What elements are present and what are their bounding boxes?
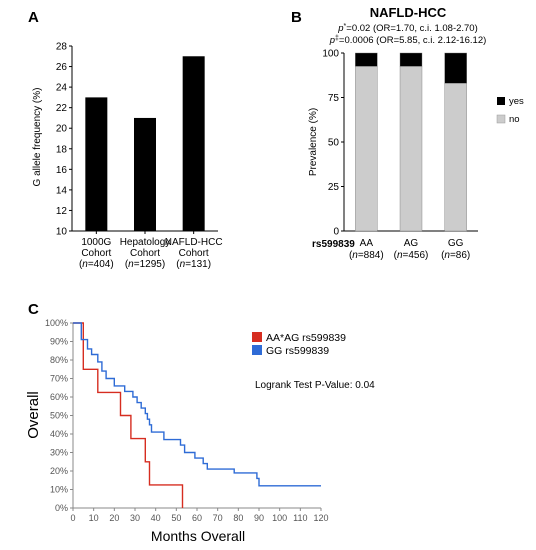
panel-a-y-tick-label: 12 bbox=[56, 206, 68, 217]
panel-a-bar bbox=[85, 97, 108, 231]
panel-b-x-label-n: (n=86) bbox=[441, 250, 470, 261]
panel-c-x-tick-label: 70 bbox=[213, 513, 223, 523]
panel-c-axes: 0% 10% 20% 30% 40% 50% 60% 70% 80% 90% 100% 0 10 20 30… bbox=[45, 318, 329, 523]
panel-c-x-tick-label: 110 bbox=[293, 513, 307, 523]
panel-b-bar-segment-yes bbox=[355, 52, 378, 67]
panel-b-bar-segment-yes bbox=[399, 52, 423, 67]
panel-c-x-tick-label: 20 bbox=[109, 513, 119, 523]
panel-a-bar bbox=[134, 117, 156, 231]
panel-b-title: NAFLD-HCC bbox=[370, 5, 447, 20]
panel-c-x-tick-label: 100 bbox=[272, 513, 287, 523]
panel-a-x-label-n: (n=131) bbox=[176, 259, 211, 270]
panel-b-x-label: AG bbox=[404, 238, 419, 249]
panel-a-y-tick-label: 28 bbox=[56, 42, 68, 53]
legend-label-aa-ag: AA*AG rs599839 bbox=[266, 332, 346, 344]
panel-a-y-tick-label: 14 bbox=[56, 185, 68, 196]
panel-a-x-label-n: (n=404) bbox=[79, 259, 114, 270]
panel-b-x-label: AA bbox=[360, 238, 374, 249]
panel-c-y-tick-label: 60% bbox=[50, 392, 68, 402]
logrank-annotation: Logrank Test P-Value: 0.04 bbox=[255, 380, 375, 391]
panel-c-y-tick-label: 70% bbox=[50, 374, 68, 384]
panel-a-y-tick-label: 24 bbox=[56, 83, 68, 94]
panel-b-x-label-n: (n=456) bbox=[394, 250, 429, 261]
panel-c-y-tick-label: 30% bbox=[50, 448, 68, 458]
panel-c-survival-curve: Overall Months Overall 0% 10% 20% 30% 40% 50%… bbox=[25, 318, 375, 544]
panel-c-x-tick-label: 90 bbox=[254, 513, 264, 523]
panel-b-x-label: GG bbox=[448, 238, 464, 249]
panel-c-x-tick-label: 10 bbox=[89, 513, 99, 523]
panel-c-y-tick-label: 0% bbox=[55, 503, 68, 513]
panel-b-y-tick-label: 75 bbox=[328, 93, 340, 104]
panel-a-y-tick-label: 20 bbox=[56, 124, 68, 135]
panel-c-x-tick-label: 120 bbox=[313, 513, 328, 523]
panel-b-subtitle-1: p*=0.02 (OR=1.70, c.i. 1.08-2.70) bbox=[337, 23, 478, 34]
panel-c-y-tick-label: 20% bbox=[50, 466, 68, 476]
panel-a-x-label-line2: Cohort bbox=[179, 248, 209, 259]
panel-c-x-tick-label: 50 bbox=[171, 513, 181, 523]
panel-b-ylabel: Prevalence (%) bbox=[308, 108, 319, 176]
panel-c-y-tick-label: 40% bbox=[50, 429, 68, 439]
panel-a-bars bbox=[85, 56, 205, 232]
panel-b-bar-segment-no bbox=[444, 83, 467, 232]
panel-c-x-tick-label: 60 bbox=[192, 513, 202, 523]
panel-a-y-tick-label: 16 bbox=[56, 165, 68, 176]
panel-a-x-label-n: (n=1295) bbox=[125, 259, 165, 270]
panel-c-x-tick-label: 0 bbox=[70, 513, 75, 523]
panel-b-subtitle-2: p‡=0.0006 (OR=5.85, c.i. 2.12-16.12) bbox=[329, 35, 487, 46]
panel-b-legend: yes no bbox=[496, 96, 524, 125]
panel-a-ylabel: G allele frequency (%) bbox=[32, 88, 43, 187]
panel-b-y-tick-label: 0 bbox=[333, 227, 339, 238]
panel-c-y-tick-label: 100% bbox=[45, 318, 68, 328]
legend-label-no: no bbox=[509, 114, 520, 125]
panel-c-legend: AA*AG rs599839 GG rs599839 bbox=[252, 332, 346, 357]
panel-a-x-label-line2: Cohort bbox=[130, 248, 160, 259]
panel-a-bar bbox=[182, 56, 205, 232]
panel-letter-c: C bbox=[28, 301, 39, 318]
panel-a-x-label-line1: NAFLD-HCC bbox=[165, 237, 223, 248]
panel-b-y-tick-label: 50 bbox=[328, 138, 340, 149]
legend-label-gg: GG rs599839 bbox=[266, 345, 329, 357]
panel-b-y-tick-label: 100 bbox=[322, 49, 339, 60]
panel-letter-a: A bbox=[28, 9, 39, 26]
panel-c-y-tick-label: 50% bbox=[50, 411, 68, 421]
panel-c-x-tick-label: 30 bbox=[130, 513, 140, 523]
panel-c-x-tick-label: 80 bbox=[233, 513, 243, 523]
panel-c-ylabel: Overall bbox=[25, 391, 42, 439]
panel-b-bar-segment-yes bbox=[444, 52, 467, 84]
panel-b-bar-segment-no bbox=[355, 66, 378, 232]
panel-b-bars bbox=[355, 52, 467, 232]
panel-b-y-tick-label: 25 bbox=[328, 182, 340, 193]
panel-a-y-tick-label: 26 bbox=[56, 62, 68, 73]
legend-swatch-yes bbox=[497, 97, 505, 105]
panel-c-x-tick-label: 40 bbox=[151, 513, 161, 523]
panel-a-x-label-line1: Hepatology bbox=[120, 237, 171, 248]
panel-a-x-labels: 1000GCohort(n=404)HepatologyCohort(n=129… bbox=[79, 231, 223, 270]
panel-b-xlabel: rs599839 bbox=[312, 239, 355, 250]
panel-letter-b: B bbox=[291, 9, 302, 26]
panel-b-x-label-n: (n=884) bbox=[349, 250, 384, 261]
panel-a-x-label-line2: Cohort bbox=[81, 248, 111, 259]
panel-a-y-tick-label: 22 bbox=[56, 103, 68, 114]
legend-swatch-aa-ag bbox=[252, 332, 262, 342]
panel-c-curves bbox=[73, 322, 321, 508]
panel-c-y-tick-label: 90% bbox=[50, 337, 68, 347]
panel-b-stacked-bar-chart: NAFLD-HCC p*=0.02 (OR=1.70, c.i. 1.08-2.… bbox=[308, 5, 524, 261]
panel-a-bar-chart: G allele frequency (%) 10 12 14 16 18 20 22 24 2… bbox=[32, 42, 223, 271]
panel-a-x-label-line1: 1000G bbox=[81, 237, 111, 248]
legend-swatch-no bbox=[496, 114, 506, 124]
panel-c-y-tick-label: 80% bbox=[50, 355, 68, 365]
panel-b-bar-segment-no bbox=[399, 66, 423, 232]
legend-swatch-gg bbox=[252, 345, 262, 355]
curve-gg bbox=[73, 322, 321, 487]
legend-label-yes: yes bbox=[509, 96, 524, 107]
panel-c-xlabel: Months Overall bbox=[151, 528, 245, 544]
curve-aa-ag bbox=[73, 322, 184, 508]
panel-c-y-tick-label: 10% bbox=[50, 485, 68, 495]
panel-a-y-tick-label: 10 bbox=[56, 227, 68, 238]
panel-b-x-labels: AA(n=884) AG(n=456) GG(n=86) bbox=[349, 238, 470, 261]
panel-a-y-tick-label: 18 bbox=[56, 144, 68, 155]
